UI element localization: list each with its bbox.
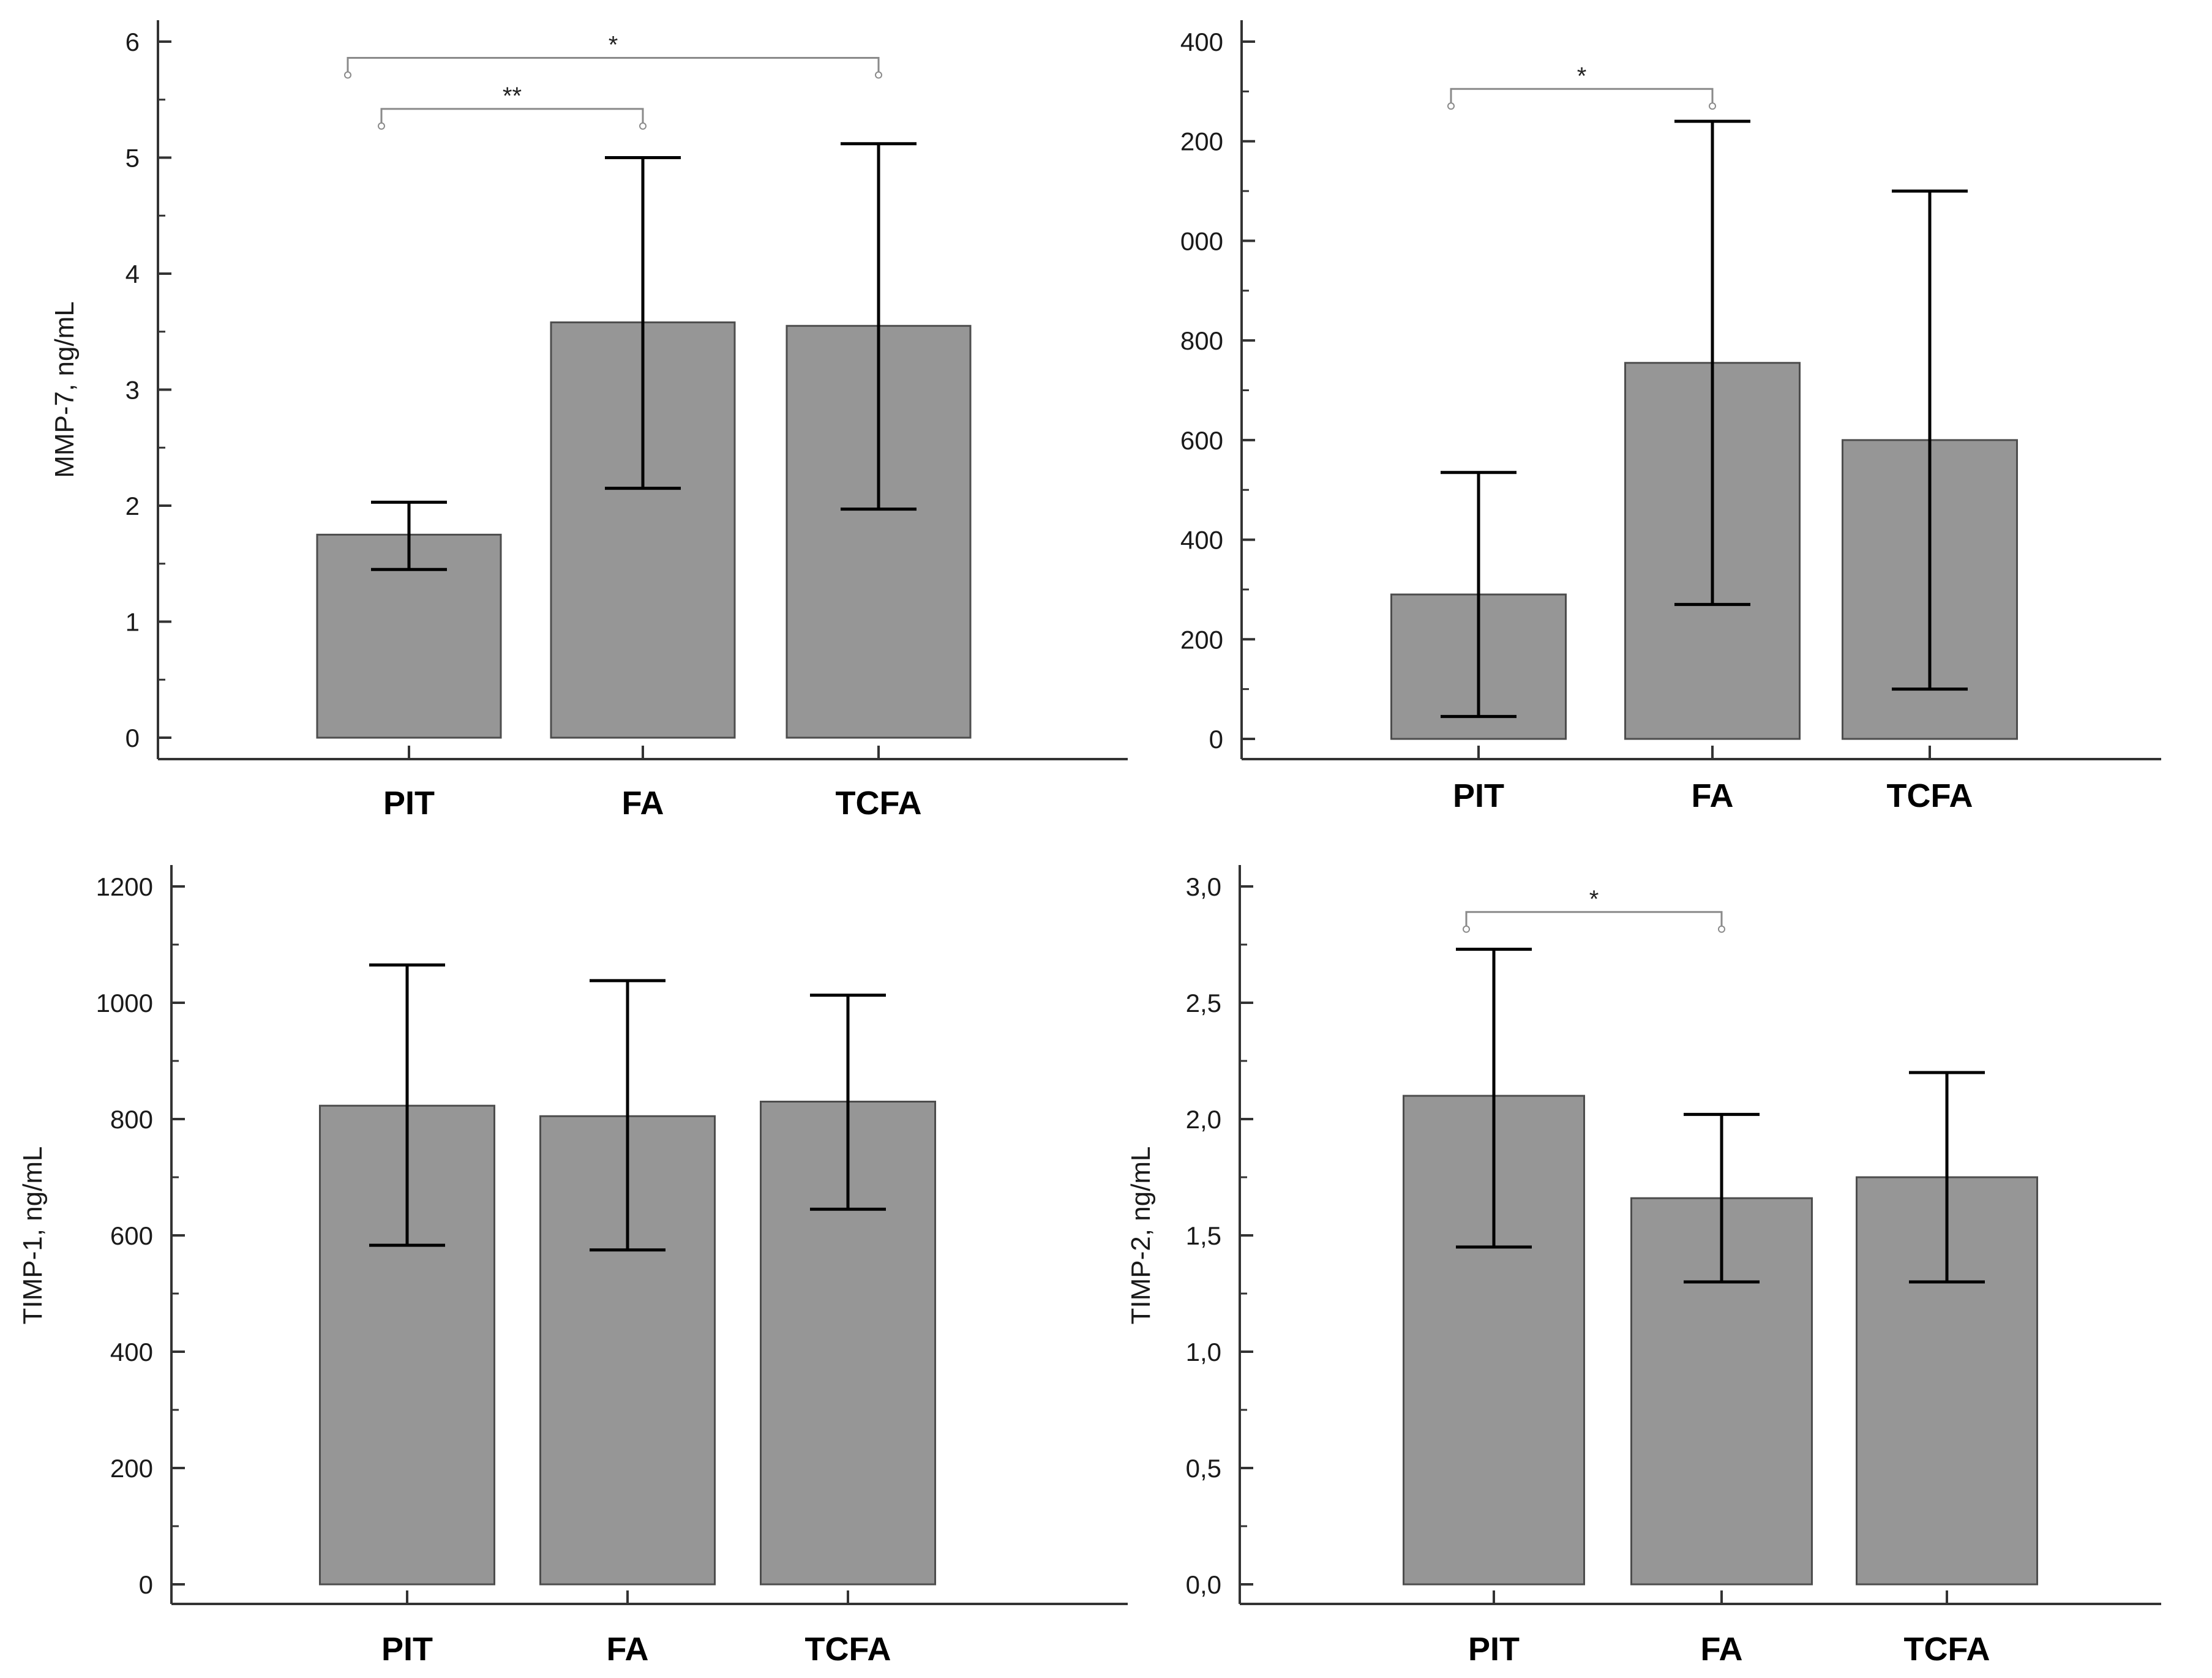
y-tick-label: 0 [139, 1570, 153, 1599]
significance-bracket: * [1463, 886, 1725, 933]
category-label-tcfa: TCFA [805, 1631, 891, 1668]
bracket-end [1718, 925, 1725, 933]
significance-label: * [1577, 62, 1587, 89]
significance-label: ** [503, 83, 522, 110]
panel-timp1: 0 200 400 600 800 1000 1200 TIMP-1, ng/mL PIT FA T… [0, 845, 1151, 1678]
category-label-fa: FA [1691, 777, 1733, 814]
chart-svg: 0,0 0,5 1,0 1,5 2,0 2,5 3,0 TIMP-2, ng/mL PIT FA T… [1126, 865, 2161, 1668]
y-tick-label: 200 [1180, 127, 1223, 156]
category-label-pit: PIT [381, 1631, 433, 1668]
y-tick-label: 0 [126, 724, 140, 752]
category-label-fa: FA [1700, 1631, 1742, 1668]
y-tick-label: 4 [126, 260, 140, 288]
category-label-pit: PIT [1468, 1631, 1520, 1668]
y-tick-label: 5 [126, 144, 140, 173]
y-axis-label: TIMP-2, ng/mL [1126, 1147, 1156, 1325]
chart-svg: 0 200 400 600 800 000 200 400 PIT FA TCFA * [1180, 20, 2161, 814]
panel-mmp7: 0 1 2 3 4 5 6 MMP-7, ng/mL PIT FA TCFA ** * [0, 0, 1151, 833]
y-tick-label: 0,5 [1186, 1454, 1221, 1483]
bracket-end [875, 71, 882, 79]
y-tick-label: 2,0 [1186, 1105, 1221, 1134]
bracket-line [1450, 88, 1714, 105]
significance-bracket: * [344, 32, 882, 79]
y-tick-label: 600 [1180, 426, 1223, 455]
panel-second-chart: 0 200 400 600 800 000 200 400 PIT FA TCFA * [1151, 0, 2212, 833]
y-tick-label: 1200 [96, 872, 153, 901]
y-tick-label: 600 [110, 1221, 153, 1250]
significance-label: * [609, 32, 618, 59]
bracket-line [380, 108, 644, 125]
y-tick-label: 6 [126, 28, 140, 56]
chart-svg: 0 200 400 600 800 1000 1200 TIMP-1, ng/mL PIT FA T… [18, 865, 1128, 1668]
significance-bracket: ** [378, 83, 647, 130]
bracket-end [1709, 102, 1716, 110]
bracket-end [1463, 925, 1470, 933]
y-tick-label: 400 [1180, 28, 1223, 56]
y-tick-label: 0 [1209, 725, 1223, 754]
bracket-line [347, 57, 880, 74]
bracket-end [378, 122, 385, 130]
category-label-fa: FA [606, 1631, 648, 1668]
y-tick-label: 3 [126, 376, 140, 405]
bracket-end [1447, 102, 1455, 110]
significance-bracket: * [1447, 62, 1716, 110]
y-tick-label: 1000 [96, 989, 153, 1017]
category-label-fa: FA [621, 785, 664, 822]
y-tick-label: 1 [126, 608, 140, 637]
y-tick-label: 200 [1180, 625, 1223, 654]
y-axis-label: MMP-7, ng/mL [50, 301, 80, 478]
y-tick-label: 200 [110, 1454, 153, 1483]
panel-timp2: 0,0 0,5 1,0 1,5 2,0 2,5 3,0 TIMP-2, ng/mL PIT FA T… [1126, 845, 2212, 1678]
y-tick-label: 0,0 [1186, 1570, 1221, 1599]
y-tick-label: 1,0 [1186, 1338, 1221, 1366]
y-tick-label: 000 [1180, 227, 1223, 255]
category-label-pit: PIT [1453, 777, 1504, 814]
category-label-tcfa: TCFA [1904, 1631, 1990, 1668]
y-tick-label: 400 [1180, 526, 1223, 555]
y-tick-label: 800 [1180, 326, 1223, 355]
y-axis-label: TIMP-1, ng/mL [18, 1147, 48, 1325]
category-label-tcfa: TCFA [1887, 777, 1973, 814]
bracket-end [344, 71, 351, 79]
y-tick-label: 2,5 [1186, 989, 1221, 1017]
y-tick-label: 800 [110, 1105, 153, 1134]
y-tick-label: 3,0 [1186, 872, 1221, 901]
bracket-line [1465, 911, 1723, 928]
category-label-pit: PIT [383, 785, 435, 822]
category-label-tcfa: TCFA [836, 785, 922, 822]
bracket-end [639, 122, 647, 130]
y-tick-label: 2 [126, 492, 140, 520]
significance-label: * [1589, 886, 1599, 913]
y-tick-label: 400 [110, 1338, 153, 1366]
y-tick-label: 1,5 [1186, 1221, 1221, 1250]
